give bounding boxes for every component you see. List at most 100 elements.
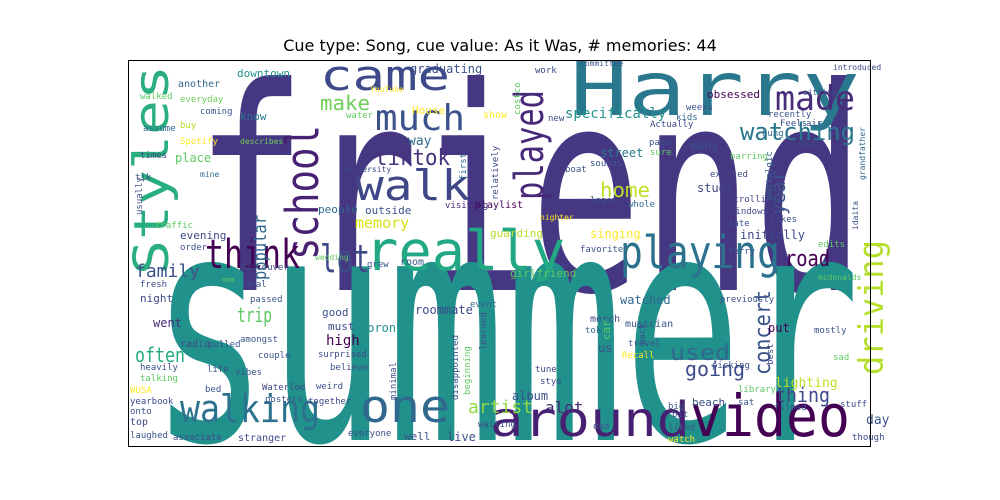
word: Recall	[622, 351, 655, 361]
word: describes	[240, 137, 284, 146]
word: air	[806, 119, 823, 129]
word: merch	[590, 314, 620, 325]
word: playlist	[475, 200, 523, 211]
word: deal	[245, 280, 267, 290]
word: made	[775, 79, 855, 119]
word: lot	[320, 237, 370, 281]
word: tiktok	[375, 146, 450, 171]
word: evening	[180, 229, 226, 242]
word: Vancouver	[240, 263, 289, 273]
word: day	[866, 413, 890, 428]
word: WUSA	[130, 386, 152, 396]
word: specifically	[565, 106, 666, 122]
word: walking	[180, 387, 320, 431]
word: road	[785, 247, 830, 272]
word: Styles	[124, 65, 180, 275]
word: kids	[676, 113, 698, 123]
word: new	[548, 114, 565, 124]
word: idaita	[851, 201, 860, 230]
word: learned	[479, 312, 489, 350]
word: passed	[250, 295, 283, 305]
word: nighter	[540, 213, 574, 222]
word: onto	[130, 407, 152, 417]
word: another	[178, 79, 220, 90]
plot-frame	[128, 60, 871, 447]
word: excited	[710, 170, 748, 180]
word: wedding	[315, 253, 349, 262]
word: coming	[200, 107, 233, 117]
word: filmed	[774, 403, 807, 413]
word: stye	[540, 377, 562, 387]
word: place	[175, 151, 211, 165]
word: couple	[258, 351, 291, 361]
word: album	[512, 389, 548, 403]
word: weird	[316, 382, 343, 392]
word: toronto	[360, 321, 411, 335]
word: trip	[237, 303, 272, 327]
word: many	[690, 139, 719, 153]
word: lighting	[775, 376, 838, 391]
word: relatively	[491, 145, 501, 200]
word: alot	[545, 398, 584, 417]
word: obsessed	[707, 88, 760, 101]
word: must	[328, 320, 355, 333]
word: everyone	[348, 429, 391, 439]
word: tok	[585, 326, 602, 336]
word: heavily	[140, 363, 179, 373]
word: talking	[140, 374, 178, 384]
word: ferry	[728, 247, 756, 257]
word: watching	[740, 118, 855, 146]
chart-title: Cue type: Song, cue value: As it Was, # …	[283, 36, 717, 55]
word: put	[768, 321, 790, 335]
word: life	[207, 365, 229, 375]
word: nostalgic	[765, 151, 775, 200]
word: waiting	[478, 420, 516, 430]
word: friend	[195, 27, 865, 357]
word: one	[360, 380, 450, 433]
word: best	[766, 343, 776, 365]
word: laughed	[130, 431, 168, 441]
word: usually	[135, 176, 145, 215]
word: YouTube	[370, 85, 404, 94]
word: outside	[365, 204, 411, 217]
word: mom	[222, 276, 235, 284]
word: water	[346, 111, 374, 121]
word: boat	[565, 165, 587, 175]
word: stranger	[238, 433, 286, 444]
word: night	[140, 292, 173, 305]
word: committee	[580, 59, 624, 68]
word: well	[404, 430, 431, 443]
word: downtown	[237, 67, 290, 80]
word: introduced	[833, 63, 881, 72]
word: guarding	[490, 227, 543, 240]
word: top	[130, 417, 148, 428]
word: really	[365, 219, 565, 283]
word: playing	[620, 226, 780, 279]
word: edits	[818, 240, 845, 250]
word: family	[135, 261, 200, 282]
word: good	[322, 306, 349, 319]
word: work	[535, 66, 557, 76]
word: page	[649, 138, 671, 148]
word: around	[490, 392, 690, 448]
word: artist	[468, 397, 533, 418]
word: order	[180, 243, 208, 253]
word: whole	[628, 200, 655, 210]
word: high	[326, 333, 360, 349]
word: travel	[628, 339, 661, 349]
word: amongst	[240, 335, 278, 345]
word: together	[308, 397, 352, 407]
word: roommate	[415, 303, 473, 317]
word: university	[343, 165, 391, 174]
word: often	[135, 343, 185, 367]
word: summer	[150, 145, 860, 500]
word: memory	[355, 214, 409, 232]
word: grew	[367, 260, 389, 270]
word: watched	[620, 293, 671, 307]
word: House	[412, 104, 445, 117]
word: walk	[355, 161, 470, 210]
word: though	[852, 433, 885, 443]
word: buy	[180, 121, 197, 131]
word: way	[408, 134, 432, 149]
